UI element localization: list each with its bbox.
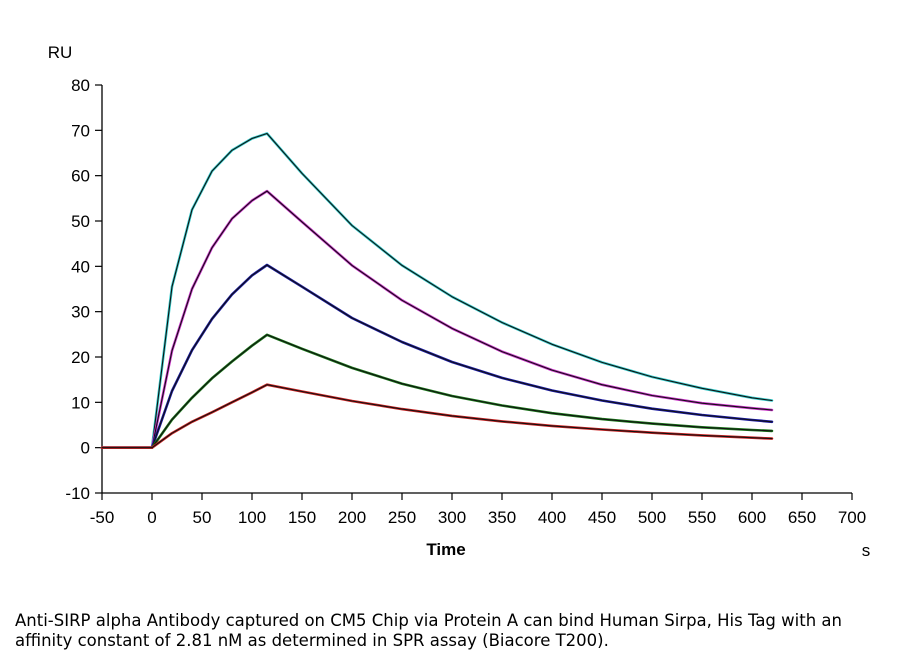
y-tick-label: 20 [71, 348, 90, 367]
x-tick-label: 100 [238, 508, 266, 527]
x-tick-label: 50 [193, 508, 212, 527]
series-0-line [100, 132, 774, 449]
y-tick-label: 50 [71, 212, 90, 231]
x-axis-unit: s [862, 541, 871, 560]
x-tick-label: 700 [838, 508, 866, 527]
axes: -10 0 10 20 30 40 50 60 70 80 -50 0 50 100 150 200 250 30… [65, 76, 866, 527]
series-0-fit-line [101, 132, 773, 449]
series-layer [100, 132, 774, 449]
x-tick-label: 600 [738, 508, 766, 527]
x-tick-label: -50 [90, 508, 115, 527]
x-axis-title: Time [426, 540, 465, 559]
x-tick-label: 400 [538, 508, 566, 527]
x-tick-label: 350 [488, 508, 516, 527]
series-4-fit-line [101, 384, 773, 449]
y-tick-label: 70 [71, 121, 90, 140]
x-tick-label: 500 [638, 508, 666, 527]
series-1-fit-line [101, 190, 773, 449]
series-4-line [100, 383, 774, 449]
series-2-fit-line [101, 264, 773, 449]
y-tick-label: 40 [71, 257, 90, 276]
series-3-line [100, 333, 774, 449]
y-tick-label: 30 [71, 303, 90, 322]
x-tick-label: 0 [147, 508, 156, 527]
figure-caption: Anti-SIRP alpha Antibody captured on CM5… [15, 611, 842, 650]
series-3-fit-line [101, 334, 773, 449]
y-tick-label: 10 [71, 393, 90, 412]
x-tick-label: 200 [338, 508, 366, 527]
sensorgram-chart: RU Time s -10 0 10 20 30 40 50 60 70 80 -50 0 50 100 1… [48, 43, 871, 560]
x-tick-label: 550 [688, 508, 716, 527]
y-tick-label: 80 [71, 76, 90, 95]
y-axis-title: RU [48, 43, 73, 62]
y-tick-label: 60 [71, 167, 90, 186]
x-tick-label: 650 [788, 508, 816, 527]
x-tick-label: 250 [388, 508, 416, 527]
y-tick-label: -10 [65, 484, 90, 503]
x-tick-label: 300 [438, 508, 466, 527]
x-tick-label: 150 [288, 508, 316, 527]
x-tick-label: 450 [588, 508, 616, 527]
y-tick-label: 0 [81, 439, 90, 458]
